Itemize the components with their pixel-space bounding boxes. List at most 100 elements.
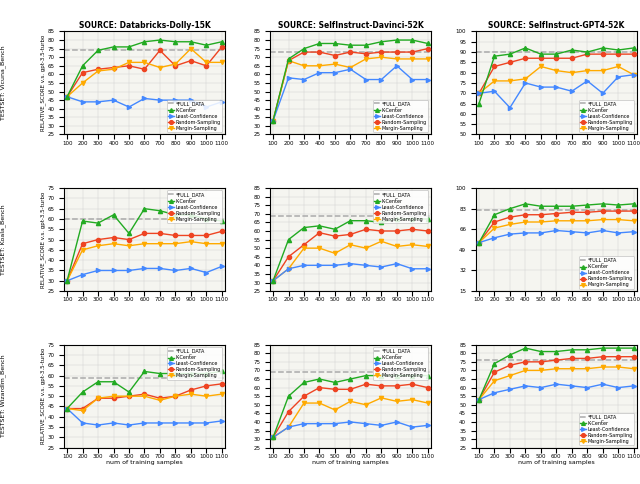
Least-Confidence xyxy=(125,422,133,428)
Margin-Sampling xyxy=(584,366,591,372)
Least-Confidence xyxy=(552,381,560,387)
Random-Sampling xyxy=(393,49,401,55)
Line: Random-Sampling: Random-Sampling xyxy=(271,46,430,123)
K-Center xyxy=(285,393,292,399)
Title: SOURCE: SelfInstruct-Davinci-52K: SOURCE: SelfInstruct-Davinci-52K xyxy=(278,21,423,30)
Margin-Sampling xyxy=(393,398,401,404)
*FULL_DATA xyxy=(253,212,261,218)
K-Center xyxy=(630,345,637,351)
Random-Sampling xyxy=(202,383,210,389)
K-Center xyxy=(300,225,308,230)
Line: Least-Confidence: Least-Confidence xyxy=(271,420,430,439)
Random-Sampling xyxy=(630,354,637,360)
Least-Confidence xyxy=(331,70,339,76)
Random-Sampling xyxy=(331,233,339,239)
K-Center xyxy=(362,218,370,224)
Legend: *FULL_DATA, K-Center, Least-Confidence, Random-Sampling, Margin-Sampling: *FULL_DATA, K-Center, Least-Confidence, … xyxy=(579,256,634,288)
K-Center xyxy=(522,345,529,351)
X-axis label: num of training samples: num of training samples xyxy=(106,460,183,465)
K-Center xyxy=(316,41,323,46)
Margin-Sampling xyxy=(522,76,529,82)
K-Center xyxy=(599,201,607,207)
Random-Sampling xyxy=(109,65,117,71)
K-Center xyxy=(408,216,416,222)
K-Center xyxy=(187,371,195,377)
K-Center xyxy=(156,208,164,213)
Least-Confidence xyxy=(506,386,514,392)
Margin-Sampling xyxy=(362,56,370,62)
Least-Confidence xyxy=(316,421,323,426)
Margin-Sampling xyxy=(187,45,195,51)
Random-Sampling xyxy=(172,393,179,399)
Margin-Sampling xyxy=(378,395,385,401)
K-Center xyxy=(362,42,370,48)
Least-Confidence xyxy=(172,420,179,426)
Random-Sampling xyxy=(156,395,164,401)
Random-Sampling xyxy=(475,240,483,245)
Random-Sampling xyxy=(347,49,355,55)
Random-Sampling xyxy=(568,210,575,215)
Y-axis label: RELATIVE_SCORE v.s. gpt-3.5-turbo: RELATIVE_SCORE v.s. gpt-3.5-turbo xyxy=(40,191,46,288)
Line: Least-Confidence: Least-Confidence xyxy=(477,73,636,110)
Margin-Sampling xyxy=(316,245,323,251)
Random-Sampling xyxy=(630,208,637,214)
Margin-Sampling xyxy=(316,63,323,69)
Line: Least-Confidence: Least-Confidence xyxy=(271,261,430,283)
Random-Sampling xyxy=(331,386,339,392)
Margin-Sampling xyxy=(331,250,339,256)
Random-Sampling xyxy=(552,55,560,61)
Least-Confidence xyxy=(63,94,71,100)
Margin-Sampling xyxy=(568,366,575,372)
K-Center xyxy=(109,379,117,385)
K-Center xyxy=(285,56,292,62)
Least-Confidence xyxy=(94,99,102,105)
Margin-Sampling xyxy=(269,278,277,284)
Title: SOURCE: Databricks-Dolly-15K: SOURCE: Databricks-Dolly-15K xyxy=(79,21,211,30)
Random-Sampling xyxy=(63,94,71,100)
Least-Confidence xyxy=(522,80,529,86)
K-Center xyxy=(316,223,323,229)
*FULL_DATA xyxy=(254,369,262,375)
Margin-Sampling xyxy=(584,68,591,74)
Least-Confidence xyxy=(630,229,637,235)
Random-Sampling xyxy=(378,383,385,389)
Margin-Sampling xyxy=(408,242,416,248)
Least-Confidence xyxy=(537,230,545,236)
Margin-Sampling xyxy=(568,218,575,224)
Least-Confidence xyxy=(109,97,117,103)
K-Center xyxy=(552,348,560,354)
Line: Random-Sampling: Random-Sampling xyxy=(65,45,224,99)
Least-Confidence xyxy=(630,383,637,389)
K-Center xyxy=(491,53,499,59)
Margin-Sampling xyxy=(141,241,148,247)
K-Center xyxy=(63,406,71,411)
Margin-Sampling xyxy=(300,63,308,69)
K-Center xyxy=(172,39,179,45)
Margin-Sampling xyxy=(552,68,560,74)
Least-Confidence xyxy=(347,419,355,425)
Margin-Sampling xyxy=(63,406,71,411)
K-Center xyxy=(109,44,117,50)
K-Center xyxy=(218,218,226,224)
Least-Confidence xyxy=(378,423,385,428)
Margin-Sampling xyxy=(79,80,86,86)
K-Center xyxy=(63,94,71,100)
*FULL_DATA xyxy=(48,47,56,53)
Least-Confidence xyxy=(94,422,102,428)
Least-Confidence xyxy=(331,262,339,268)
Random-Sampling xyxy=(79,70,86,76)
Random-Sampling xyxy=(187,232,195,238)
K-Center xyxy=(568,47,575,53)
Least-Confidence xyxy=(187,420,195,426)
Least-Confidence xyxy=(63,406,71,411)
Random-Sampling xyxy=(424,228,431,234)
K-Center xyxy=(522,201,529,207)
K-Center xyxy=(393,373,401,378)
K-Center xyxy=(568,203,575,209)
Line: K-Center: K-Center xyxy=(477,202,636,245)
Random-Sampling xyxy=(475,397,483,403)
Legend: *FULL_DATA, K-Center, Least-Confidence, Random-Sampling, Margin-Sampling: *FULL_DATA, K-Center, Least-Confidence, … xyxy=(579,413,634,445)
K-Center xyxy=(408,37,416,43)
K-Center xyxy=(362,373,370,378)
K-Center xyxy=(475,101,483,106)
